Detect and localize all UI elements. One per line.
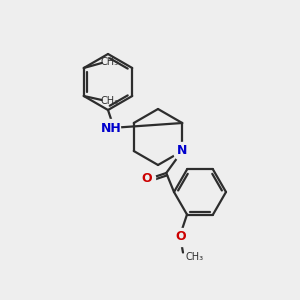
Text: CH₃: CH₃ xyxy=(101,57,119,67)
Text: O: O xyxy=(141,172,152,184)
Text: CH₃: CH₃ xyxy=(185,251,203,262)
Text: N: N xyxy=(177,145,188,158)
Text: CH₃: CH₃ xyxy=(101,96,119,106)
Text: O: O xyxy=(176,230,186,243)
Text: NH: NH xyxy=(100,122,122,134)
